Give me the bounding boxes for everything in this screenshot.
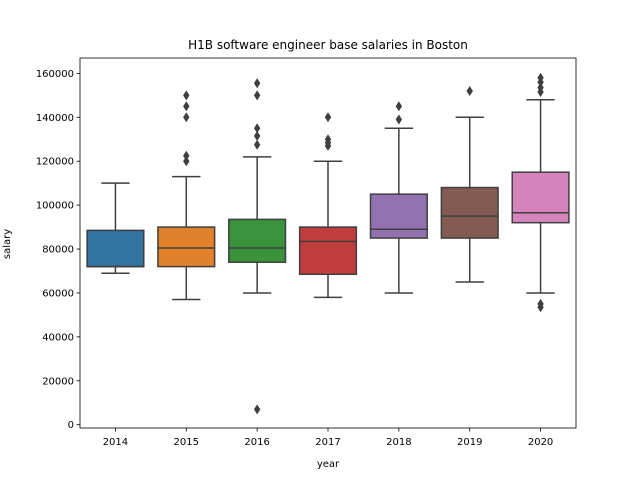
y-tick-label: 40000 xyxy=(42,332,74,343)
outlier-point xyxy=(253,139,261,150)
x-tick-label: 2019 xyxy=(457,437,482,448)
box-2015 xyxy=(157,226,216,268)
box-2020 xyxy=(511,171,570,224)
plot-frame xyxy=(79,57,577,429)
x-tick-label: 2015 xyxy=(174,437,199,448)
box-2016 xyxy=(228,218,287,263)
x-tick-label: 2018 xyxy=(386,437,411,448)
box-2019 xyxy=(440,186,499,239)
chart-title: H1B software engineer base salaries in B… xyxy=(188,38,468,52)
outlier-point xyxy=(537,72,544,83)
y-tick-label: 20000 xyxy=(42,376,74,387)
outlier-point xyxy=(253,123,261,134)
y-tick-label: 60000 xyxy=(42,288,74,299)
x-tick-label: 2016 xyxy=(244,437,269,448)
outlier-point xyxy=(183,150,190,161)
x-tick-label: 2017 xyxy=(315,437,340,448)
y-tick-label: 100000 xyxy=(36,201,74,212)
outlier-point xyxy=(183,156,190,167)
y-tick-label: 120000 xyxy=(36,157,74,168)
box-2014 xyxy=(86,229,145,268)
box-2018 xyxy=(369,193,428,239)
outlier-point xyxy=(253,78,261,89)
outlier-point xyxy=(324,112,332,123)
outlier-point xyxy=(183,112,190,123)
x-tick-label: 2014 xyxy=(103,437,128,448)
y-axis-label: salary xyxy=(2,229,13,259)
outlier-point xyxy=(537,82,544,93)
outlier-point xyxy=(537,298,544,309)
outlier-point xyxy=(395,114,403,125)
outlier-point xyxy=(253,90,261,101)
y-tick-label: 160000 xyxy=(36,69,74,80)
x-tick-label: 2020 xyxy=(528,437,553,448)
y-tick-label: 80000 xyxy=(42,245,74,256)
y-tick-label: 140000 xyxy=(36,113,74,124)
outlier-point xyxy=(183,90,190,101)
outlier-point xyxy=(395,101,403,112)
plot-area: 0 20000 40000 60000 80000 100000 120000 140000 1… xyxy=(36,69,570,448)
outlier-point xyxy=(253,130,261,141)
outlier-point xyxy=(324,134,332,145)
y-tick-label: 0 xyxy=(68,420,74,431)
outlier-point xyxy=(253,404,261,415)
outlier-point xyxy=(466,85,473,96)
x-axis-label: year xyxy=(317,459,340,470)
outlier-point xyxy=(183,101,190,112)
box-2017 xyxy=(298,226,358,276)
